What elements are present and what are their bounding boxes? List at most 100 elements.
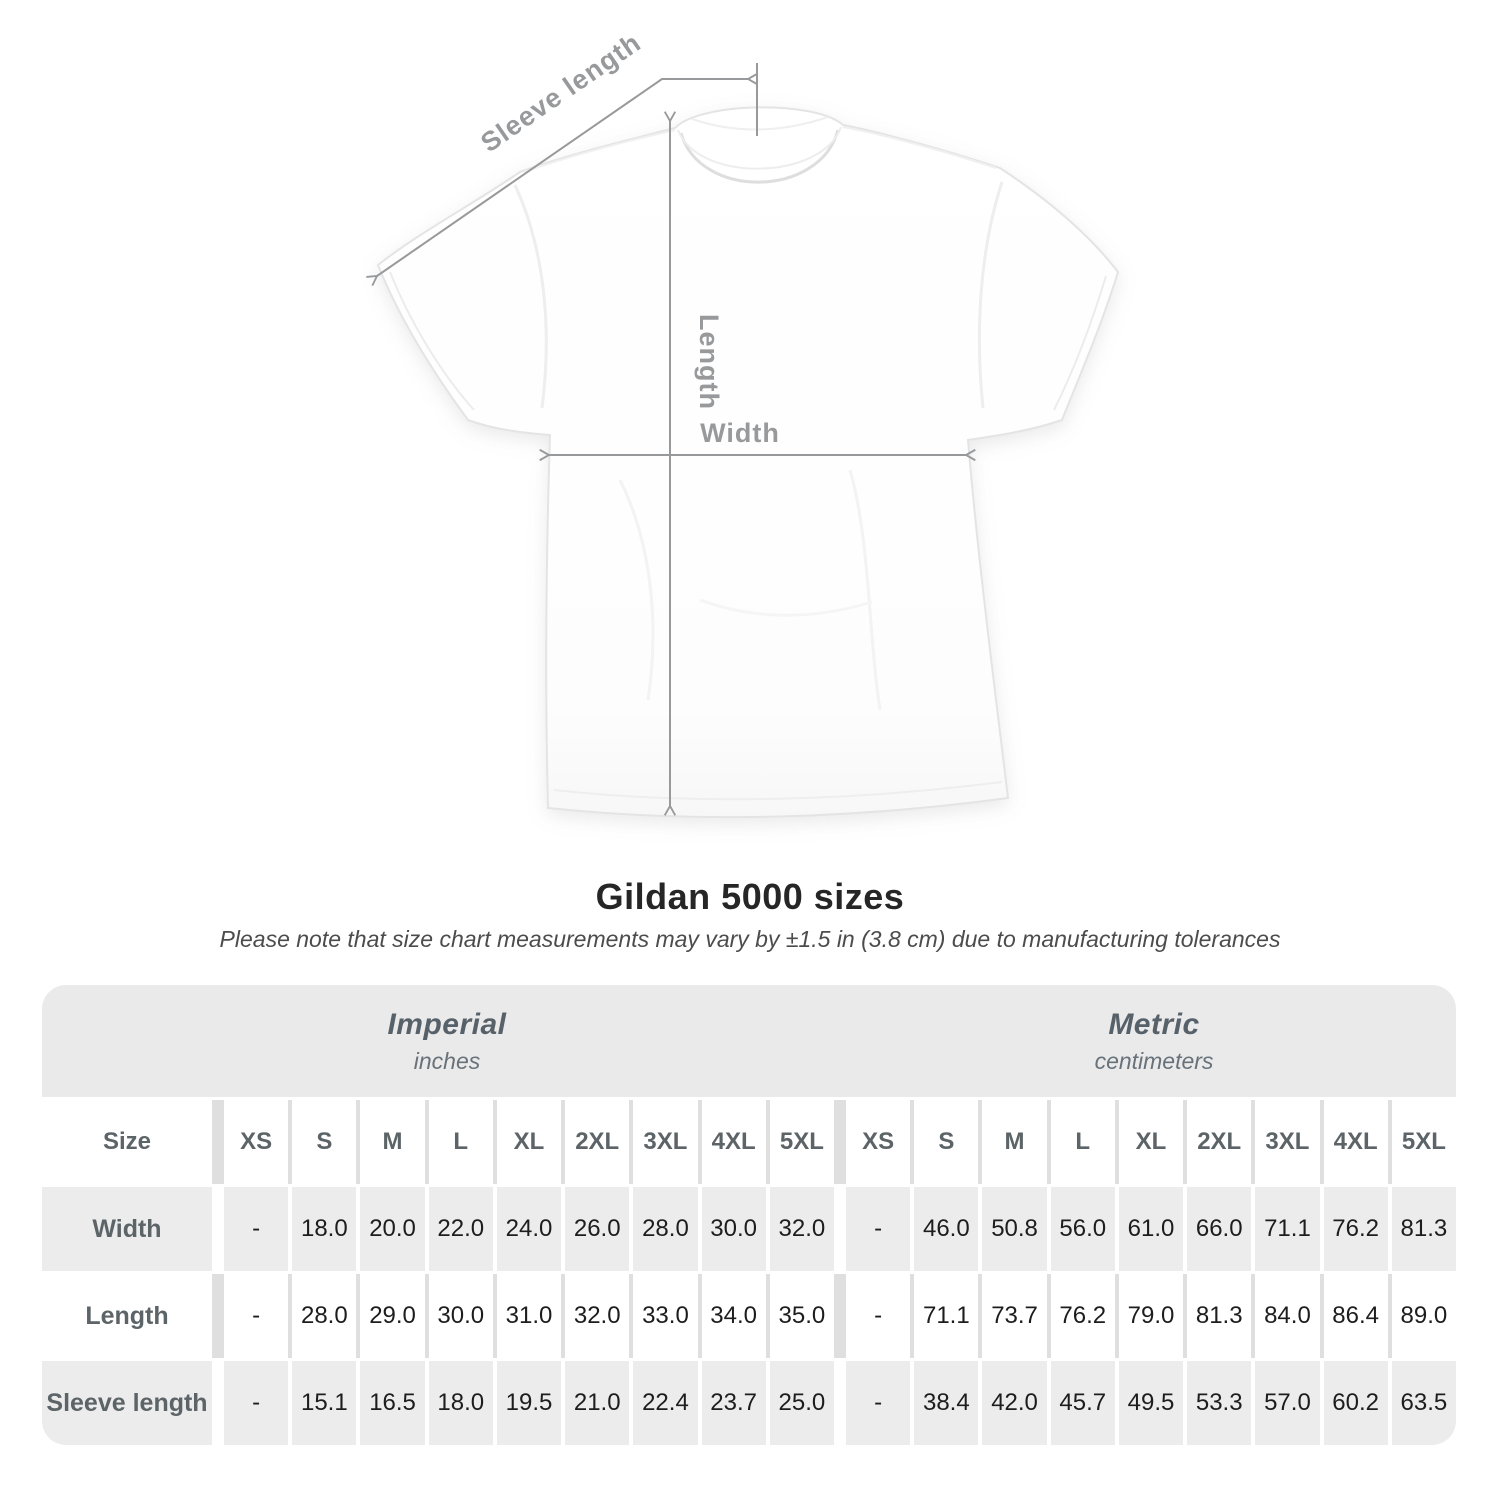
width-imperial-m: 20.0 — [360, 1187, 425, 1271]
size-col-metric-m: M — [982, 1100, 1047, 1184]
length-imperial-xs: - — [224, 1274, 289, 1358]
sleeve-metric-4xl: 60.2 — [1323, 1361, 1388, 1445]
width-imperial-s: 18.0 — [292, 1187, 357, 1271]
width-imperial-l: 22.0 — [428, 1187, 493, 1271]
size-col-metric-xs: XS — [845, 1100, 911, 1184]
length-metric-m: 73.7 — [982, 1274, 1047, 1358]
size-col-imperial-l: L — [428, 1100, 493, 1184]
length-imperial-l: 30.0 — [428, 1274, 493, 1358]
table-row-length: Length - 28.0 29.0 30.0 31.0 32.0 33.0 3… — [42, 1274, 1456, 1358]
width-imperial-2xl: 26.0 — [565, 1187, 630, 1271]
length-metric-5xl: 89.0 — [1391, 1274, 1456, 1358]
hem-stitch — [553, 781, 1003, 801]
left-sleeve-stitch — [389, 271, 475, 411]
width-metric-m: 50.8 — [982, 1187, 1047, 1271]
length-imperial-4xl: 34.0 — [701, 1274, 766, 1358]
width-imperial-5xl: 32.0 — [769, 1187, 834, 1271]
row-label-width: Width — [42, 1187, 212, 1271]
width-metric-l: 56.0 — [1050, 1187, 1115, 1271]
unit-band: Imperial inches Metric centimeters — [42, 985, 1456, 1097]
width-label: Width — [700, 418, 780, 448]
wrinkle — [618, 479, 655, 701]
size-col-imperial-xl: XL — [496, 1100, 562, 1184]
sleeve-metric-s: 38.4 — [914, 1361, 979, 1445]
table-row-width: Width - 18.0 20.0 22.0 24.0 26.0 28.0 30… — [42, 1187, 1456, 1271]
sleeve-metric-m: 42.0 — [982, 1361, 1047, 1445]
sleeve-length-arrow — [366, 72, 758, 287]
length-label: Length — [694, 314, 724, 410]
size-col-imperial-2xl: 2XL — [565, 1100, 630, 1184]
size-table: Imperial inches Metric centimeters Size … — [42, 985, 1456, 1445]
right-sleeve-stitch — [1053, 275, 1107, 411]
width-metric-5xl: 81.3 — [1391, 1187, 1456, 1271]
width-metric-xl: 61.0 — [1118, 1187, 1184, 1271]
width-imperial-3xl: 28.0 — [633, 1187, 698, 1271]
width-imperial-xl: 24.0 — [496, 1187, 562, 1271]
sleeve-imperial-3xl: 22.4 — [633, 1361, 698, 1445]
size-col-metric-l: L — [1050, 1100, 1115, 1184]
length-metric-3xl: 84.0 — [1255, 1274, 1320, 1358]
size-col-metric-2xl: 2XL — [1187, 1100, 1252, 1184]
sleeve-metric-l: 45.7 — [1050, 1361, 1115, 1445]
row-label-sleeve-length: Sleeve length — [42, 1361, 212, 1445]
sleeve-imperial-xl: 19.5 — [496, 1361, 562, 1445]
size-col-imperial-3xl: 3XL — [633, 1100, 698, 1184]
width-metric-3xl: 71.1 — [1255, 1187, 1320, 1271]
size-col-imperial-5xl: 5XL — [769, 1100, 834, 1184]
half-divider — [216, 1274, 220, 1358]
sleeve-imperial-s: 15.1 — [292, 1361, 357, 1445]
length-imperial-5xl: 35.0 — [769, 1274, 834, 1358]
sleeve-length-label: Sleeve length — [475, 27, 646, 158]
sleeve-imperial-xs: - — [224, 1361, 289, 1445]
sleeve-imperial-2xl: 21.0 — [565, 1361, 630, 1445]
size-col-metric-xl: XL — [1118, 1100, 1184, 1184]
sleeve-metric-2xl: 53.3 — [1187, 1361, 1252, 1445]
length-imperial-3xl: 33.0 — [633, 1274, 698, 1358]
half-divider — [216, 1187, 220, 1271]
width-metric-4xl: 76.2 — [1323, 1187, 1388, 1271]
right-armhole-seam — [977, 181, 1004, 409]
size-col-metric-3xl: 3XL — [1255, 1100, 1320, 1184]
tshirt-silhouette — [376, 106, 1120, 819]
sleeve-imperial-4xl: 23.7 — [701, 1361, 766, 1445]
length-imperial-m: 29.0 — [360, 1274, 425, 1358]
sleeve-metric-5xl: 63.5 — [1391, 1361, 1456, 1445]
size-header: Size — [42, 1100, 212, 1184]
unit-group-imperial: Imperial inches — [42, 985, 852, 1097]
sleeve-imperial-m: 16.5 — [360, 1361, 425, 1445]
length-metric-4xl: 86.4 — [1323, 1274, 1388, 1358]
tolerance-note: Please note that size chart measurements… — [219, 926, 1281, 952]
sleeve-metric-xs: - — [845, 1361, 911, 1445]
size-col-imperial-xs: XS — [224, 1100, 289, 1184]
table-row-sleeve-length: Sleeve length - 15.1 16.5 18.0 19.5 21.0… — [42, 1361, 1456, 1445]
width-metric-s: 46.0 — [914, 1187, 979, 1271]
size-col-metric-5xl: 5XL — [1391, 1100, 1456, 1184]
length-metric-s: 71.1 — [914, 1274, 979, 1358]
right-shoulder-seam — [842, 126, 997, 169]
wrinkle — [848, 469, 882, 711]
length-metric-2xl: 81.3 — [1187, 1274, 1252, 1358]
size-col-metric-4xl: 4XL — [1323, 1100, 1388, 1184]
half-divider — [216, 1361, 220, 1445]
wrinkle — [699, 598, 873, 617]
imperial-unit: inches — [413, 1047, 481, 1074]
half-divider — [838, 1274, 842, 1358]
width-imperial-xs: - — [224, 1187, 289, 1271]
size-col-imperial-m: M — [360, 1100, 425, 1184]
metric-title: Metric — [1108, 1007, 1200, 1041]
size-col-imperial-s: S — [292, 1100, 357, 1184]
length-metric-l: 76.2 — [1050, 1274, 1115, 1358]
length-imperial-s: 28.0 — [292, 1274, 357, 1358]
size-col-imperial-4xl: 4XL — [701, 1100, 766, 1184]
half-divider — [216, 1100, 220, 1184]
half-divider — [838, 1187, 842, 1271]
sleeve-imperial-l: 18.0 — [428, 1361, 493, 1445]
tshirt-illustration — [376, 106, 1120, 819]
metric-unit: centimeters — [1094, 1047, 1214, 1074]
imperial-title: Imperial — [387, 1007, 507, 1041]
sleeve-metric-3xl: 57.0 — [1255, 1361, 1320, 1445]
row-label-length: Length — [42, 1274, 212, 1358]
sleeve-imperial-5xl: 25.0 — [769, 1361, 834, 1445]
tshirt-measurement-diagram: Sleeve length Length Width — [366, 27, 1120, 819]
